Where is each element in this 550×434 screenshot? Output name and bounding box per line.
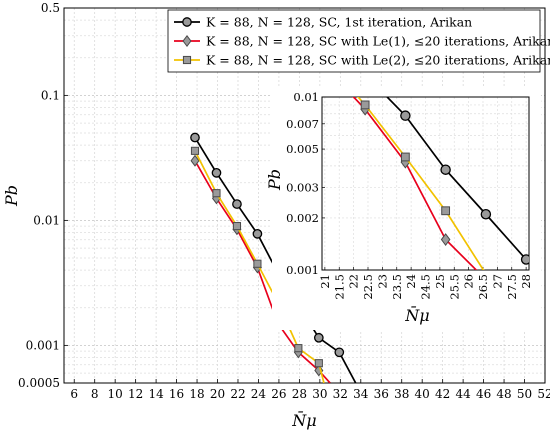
inset-x-tick-label: 28: [519, 274, 533, 289]
x-tick-label: 10: [108, 387, 123, 401]
data-point: [520, 254, 529, 265]
x-tick-label: 46: [476, 387, 491, 401]
x-tick-label: 20: [210, 387, 225, 401]
data-point: [441, 206, 451, 216]
x-tick-label: 30: [312, 387, 327, 401]
x-tick-label: 16: [169, 387, 184, 401]
inset-series-line: [352, 97, 478, 270]
x-tick-label: 50: [517, 387, 532, 401]
inset-y-tick-label: 0.01: [293, 90, 319, 104]
x-tick-label: 22: [230, 387, 245, 401]
data-point: [182, 17, 192, 27]
x-tick-label: 48: [496, 387, 511, 401]
y-tick-label: 0.1: [41, 88, 60, 102]
x-tick-label: 32: [333, 387, 348, 401]
data-point: [253, 259, 262, 268]
inset-y-tick-label: 0.007: [286, 117, 319, 131]
data-point: [211, 167, 222, 178]
legend-label: K = 88, N = 128, SC with Le(1), ≤20 iter…: [206, 34, 550, 49]
x-tick-label: 44: [455, 387, 471, 401]
data-point: [360, 100, 370, 110]
data-point: [232, 199, 242, 209]
data-point: [182, 55, 192, 65]
data-point: [440, 164, 451, 175]
inset-x-tick-label: 23.5: [390, 274, 404, 300]
x-tick-label: 6: [70, 387, 78, 401]
legend-box: [167, 9, 541, 73]
y-axis-label: Pb: [2, 185, 21, 207]
data-point: [212, 189, 221, 198]
x-tick-label: 18: [189, 387, 204, 401]
legend: K = 88, N = 128, SC, 1st iteration, Arik…: [167, 9, 550, 73]
inset-background: [272, 87, 541, 330]
x-tick-label: 42: [435, 387, 450, 401]
data-point: [232, 222, 242, 231]
inset-series-3: [356, 97, 485, 270]
y-tick-label: 0.01: [33, 213, 60, 227]
x-tick-label: 38: [394, 387, 409, 401]
data-point: [190, 146, 200, 155]
inset-x-tick-label: 25: [433, 274, 447, 289]
x-tick-label: 12: [128, 387, 143, 401]
y-tick-label: 0.001: [26, 338, 60, 352]
legend-label: K = 88, N = 128, SC with Le(2), ≤20 iter…: [206, 53, 550, 68]
inset-x-axis-label: N̄μ: [404, 304, 429, 325]
x-tick-label: 52: [537, 387, 550, 401]
data-point: [334, 347, 345, 358]
x-tick-label: 8: [91, 387, 99, 401]
data-point: [400, 152, 410, 162]
inset-x-tick-label: 27.5: [505, 274, 519, 300]
x-tick-label: 24: [251, 387, 267, 401]
inset-x-tick-label: 22.5: [361, 274, 375, 300]
inset-x-tick-label: 21: [318, 274, 332, 289]
inset-y-tick-label: 0.005: [286, 142, 319, 156]
inset-y-tick-label: 0.003: [286, 180, 319, 194]
x-tick-label: 34: [353, 387, 369, 401]
inset-y-tick-label: 0.002: [286, 211, 319, 225]
y-tick-label: 0.5: [41, 1, 60, 15]
data-point: [314, 359, 323, 368]
x-tick-label: 14: [148, 387, 164, 401]
inset-series-line: [356, 97, 485, 270]
data-point: [190, 132, 200, 143]
data-point: [400, 110, 411, 121]
inset-series-layer: [352, 97, 529, 270]
series-line: [194, 160, 331, 383]
data-point: [190, 154, 200, 167]
x-tick-label: 40: [415, 387, 430, 401]
inset-x-tick-label: 26.5: [476, 274, 490, 300]
x-axis-label: N̄μ: [291, 409, 316, 430]
inset-x-tick-label: 26: [462, 274, 476, 289]
x-tick-label: 26: [271, 387, 286, 401]
inset-x-tick-label: 23: [375, 274, 389, 289]
inset-x-tick-label: 27: [490, 274, 504, 289]
data-point: [294, 344, 303, 353]
inset-x-tick-label: 25.5: [447, 274, 461, 300]
inset-x-tick-label: 22: [347, 274, 361, 289]
inset-x-tick-label: 21.5: [332, 274, 346, 300]
plot-frame: [63, 7, 546, 384]
inset: 21 21.5 22 22.5 23 23.5 24 24.5 25 25.5 26 26.5 27 27…: [265, 87, 541, 330]
data-point: [480, 209, 492, 220]
x-tick-label: 36: [374, 387, 389, 401]
data-point: [440, 233, 451, 246]
inset-series-1: [385, 97, 529, 265]
y-tick-label: 0.0005: [18, 376, 60, 390]
x-tick-label: 28: [292, 387, 307, 401]
data-point: [182, 34, 192, 48]
legend-label: K = 88, N = 128, SC, 1st iteration, Arik…: [206, 15, 472, 30]
data-point: [252, 229, 263, 239]
data-point: [313, 332, 324, 343]
inset-y-tick-label: 0.001: [286, 263, 319, 277]
inset-x-tick-label: 24.5: [419, 274, 433, 300]
inset-y-axis-label: Pb: [265, 169, 284, 191]
inset-x-tick-label: 24: [404, 274, 418, 289]
